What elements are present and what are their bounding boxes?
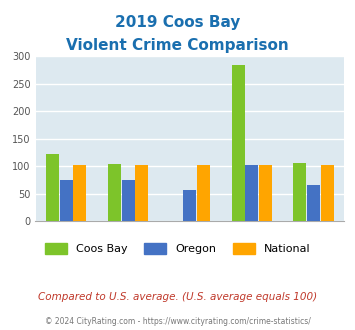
Bar	[321, 165, 334, 221]
Bar	[122, 180, 135, 221]
Text: © 2024 CityRating.com - https://www.cityrating.com/crime-statistics/: © 2024 CityRating.com - https://www.city…	[45, 317, 310, 326]
Bar	[245, 165, 258, 221]
Bar	[307, 185, 320, 221]
Bar	[259, 165, 272, 221]
Bar	[46, 154, 59, 221]
Bar	[184, 190, 196, 221]
Bar	[231, 65, 245, 221]
Bar	[108, 164, 121, 221]
Bar	[197, 165, 210, 221]
Bar	[293, 163, 306, 221]
Bar	[73, 165, 87, 221]
Bar	[60, 180, 73, 221]
Text: Compared to U.S. average. (U.S. average equals 100): Compared to U.S. average. (U.S. average …	[38, 292, 317, 302]
Bar	[135, 165, 148, 221]
Text: 2019 Coos Bay: 2019 Coos Bay	[115, 15, 240, 30]
Text: Violent Crime Comparison: Violent Crime Comparison	[66, 38, 289, 53]
Legend: Coos Bay, Oregon, National: Coos Bay, Oregon, National	[40, 238, 315, 258]
